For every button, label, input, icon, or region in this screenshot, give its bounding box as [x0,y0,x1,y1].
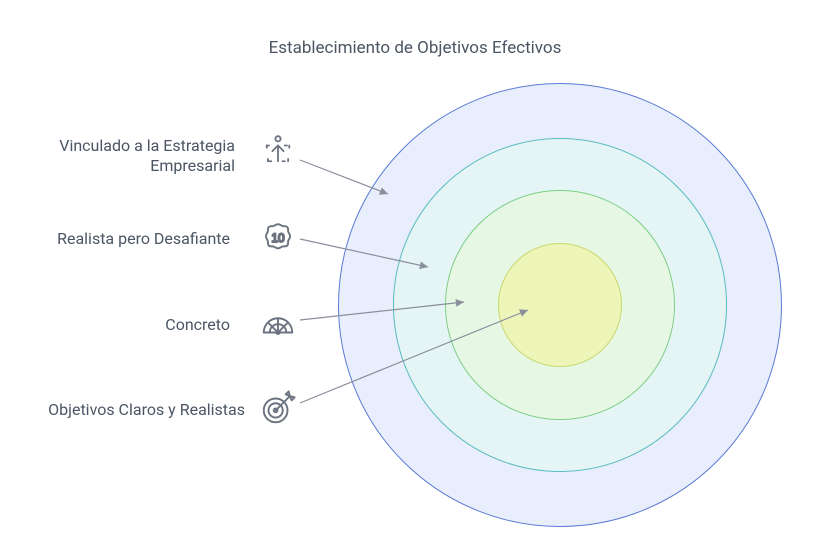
target-arrow-icon [259,389,297,427]
item-icon-1: 10 [258,219,298,259]
item-icon-2 [258,303,298,343]
pointer-arrow-3 [300,309,528,403]
item-icon-3 [258,388,298,428]
pointer-arrow-0 [300,160,388,195]
item-label-3: Objetivos Claros y Realistas [20,400,245,420]
item-icon-0 [258,130,298,170]
badge-10-icon: 10 [259,220,297,258]
svg-text:10: 10 [271,231,285,245]
item-label-0: Vinculado a la EstrategiaEmpresarial [25,136,235,176]
protractor-icon [259,304,297,342]
arrow-overlay [0,0,830,542]
pointer-arrow-1 [300,239,428,269]
item-label-1: Realista pero Desafiante [26,229,230,249]
pointer-arrow-2 [300,299,464,320]
item-label-2: Concreto [26,315,230,335]
strategy-arrow-icon [260,132,296,168]
